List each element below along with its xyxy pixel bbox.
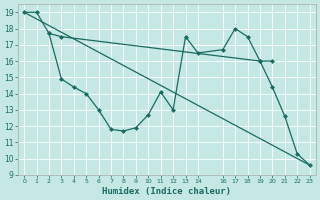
X-axis label: Humidex (Indice chaleur): Humidex (Indice chaleur) xyxy=(102,187,231,196)
